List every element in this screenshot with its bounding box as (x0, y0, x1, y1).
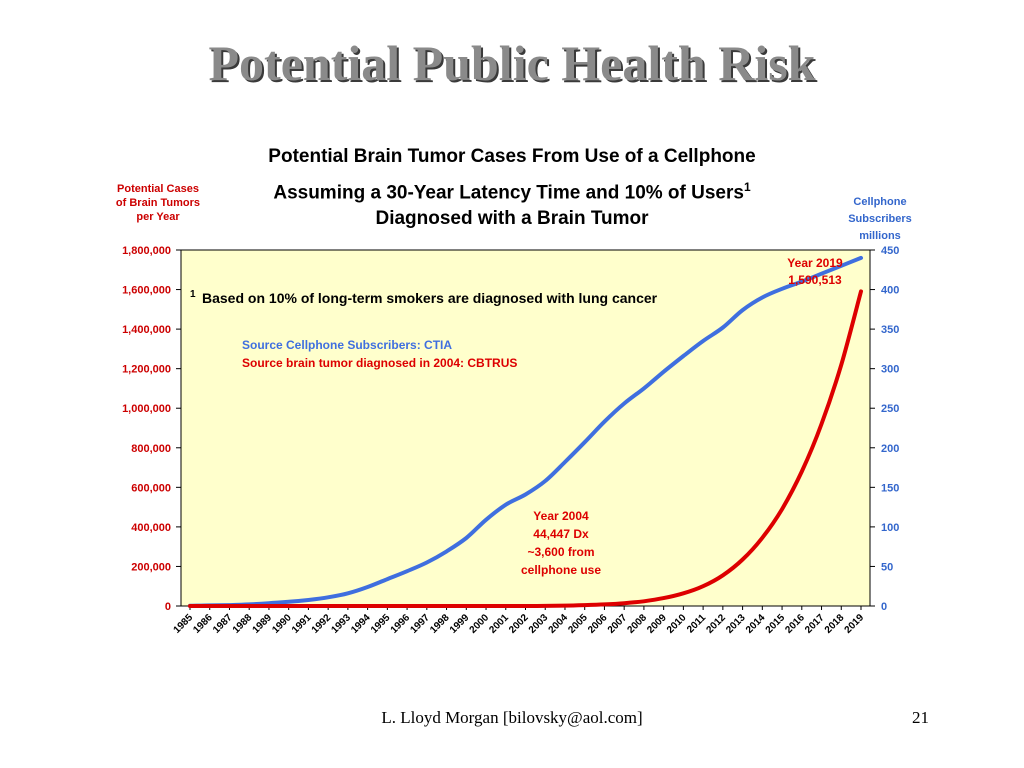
page-number: 21 (912, 708, 929, 727)
x-tick-label: 2005 (566, 612, 590, 636)
x-tick-label: 1986 (191, 612, 215, 636)
footnote-marker: 1 (190, 289, 196, 300)
annotation-2019-line-1: Year 2019 (787, 256, 843, 270)
right-tick-label: 0 (881, 601, 887, 613)
x-tick-label: 2003 (527, 612, 551, 636)
annotation-2019-line-2: 1,590,513 (788, 273, 842, 287)
x-tick-label: 2009 (645, 612, 669, 636)
x-tick-label: 2018 (823, 612, 847, 636)
annotation-2004-line-2: 44,447 Dx (533, 527, 589, 541)
x-tick-label: 2013 (724, 612, 748, 636)
x-tick-label: 1993 (329, 612, 353, 636)
right-axis-title-line: Cellphone (853, 196, 907, 208)
right-tick-label: 250 (881, 403, 899, 415)
x-tick-label: 2014 (744, 612, 768, 636)
brain-tumor-series-line (188, 289, 863, 608)
left-axis-title-line: Potential Cases (117, 183, 199, 195)
x-tick-label: 1989 (251, 612, 275, 636)
x-tick-label: 1988 (231, 612, 255, 636)
x-tick-label: 2015 (764, 612, 788, 636)
x-tick-label: 2010 (665, 612, 689, 636)
x-tick-label: 2016 (783, 612, 807, 636)
slide-title: Potential Public Health Risk (208, 35, 816, 91)
chart-title-line-1: Potential Brain Tumor Cases From Use of … (268, 146, 756, 167)
right-tick-label: 100 (881, 522, 899, 534)
x-tick-label: 1996 (389, 612, 413, 636)
footnote-text: Based on 10% of long-term smokers are di… (202, 290, 658, 306)
left-tick-label: 400,000 (131, 522, 171, 534)
x-tick-label: 2001 (487, 612, 511, 636)
annotation-2004-line-3: ~3,600 from (527, 545, 594, 559)
x-tick-label: 2002 (507, 612, 531, 636)
source-red: Source brain tumor diagnosed in 2004: CB… (242, 356, 517, 370)
chart-title-superscript: 1 (743, 180, 751, 194)
chart-title-line-2: Assuming a 30-Year Latency Time and 10% … (180, 180, 844, 204)
x-tick-label: 2019 (843, 612, 867, 636)
left-tick-label: 1,600,000 (122, 285, 171, 297)
x-tick-label: 1987 (211, 612, 235, 636)
right-axis-title-line: millions (859, 230, 901, 242)
x-tick-label: 1999 (448, 612, 472, 636)
left-tick-label: 1,200,000 (122, 364, 171, 376)
left-tick-label: 800,000 (131, 443, 171, 455)
right-tick-label: 200 (881, 443, 899, 455)
left-tick-label: 0 (165, 601, 171, 613)
annotation-2004-line-1: Year 2004 (533, 509, 589, 523)
left-tick-label: 600,000 (131, 482, 171, 494)
x-tick-label: 2008 (626, 612, 650, 636)
chart-title-line-3: Diagnosed with a Brain Tumor (375, 208, 649, 229)
x-tick-label: 1998 (428, 612, 452, 636)
right-tick-label: 350 (881, 324, 899, 336)
right-axis: 0 50 100 150 200 250 300 350 400 450 (870, 245, 899, 613)
right-axis-title-line: Subscribers (848, 213, 912, 225)
left-axis-title: Potential Cases of Brain Tumors per Year (104, 182, 212, 224)
x-tick-label: 1992 (310, 612, 334, 636)
x-tick-label: 1994 (349, 612, 373, 636)
left-tick-label: 1,400,000 (122, 324, 171, 336)
x-tick-label: 2011 (685, 612, 708, 635)
left-axis-title-line: per Year (136, 211, 180, 223)
left-tick-label: 1,800,000 (122, 245, 171, 257)
x-tick-label: 2000 (468, 612, 492, 636)
x-tick-label: 1991 (290, 612, 314, 636)
x-tick-label: 1990 (270, 612, 294, 636)
x-tick-label: 1997 (408, 612, 432, 636)
subscribers-series-line (188, 255, 863, 608)
series-group (188, 255, 863, 608)
annotation-2004-line-4: cellphone use (521, 563, 601, 577)
source-blue: Source Cellphone Subscribers: CTIA (242, 338, 452, 352)
x-tick-label: 2006 (586, 612, 610, 636)
chart-title-line-2-text: Assuming a 30-Year Latency Time and 10% … (273, 182, 744, 204)
right-tick-label: 450 (881, 245, 899, 257)
left-axis-title-line: of Brain Tumors (115, 197, 201, 209)
x-tick-label: 2012 (704, 612, 728, 636)
left-tick-label: 200,000 (131, 561, 171, 573)
right-tick-label: 50 (881, 561, 893, 573)
left-tick-label: 1,000,000 (122, 403, 171, 415)
footer-author: L. Lloyd Morgan [bilovsky@aol.com] (381, 708, 643, 727)
x-axis: 1985198619871988198919901991199219931994… (172, 606, 867, 636)
x-tick-label: 1995 (369, 612, 393, 636)
left-axis: 0 200,000 400,000 600,000 800,000 1,000,000 1,… (122, 245, 181, 613)
right-tick-label: 300 (881, 364, 899, 376)
right-tick-label: 400 (881, 285, 899, 297)
x-tick-label: 2004 (547, 612, 571, 636)
x-tick-label: 2007 (606, 612, 630, 636)
right-axis-title: Cellphone Subscribers millions (834, 194, 926, 245)
right-tick-label: 150 (881, 482, 899, 494)
x-tick-label: 2017 (803, 612, 827, 636)
x-tick-label: 1985 (172, 612, 196, 636)
